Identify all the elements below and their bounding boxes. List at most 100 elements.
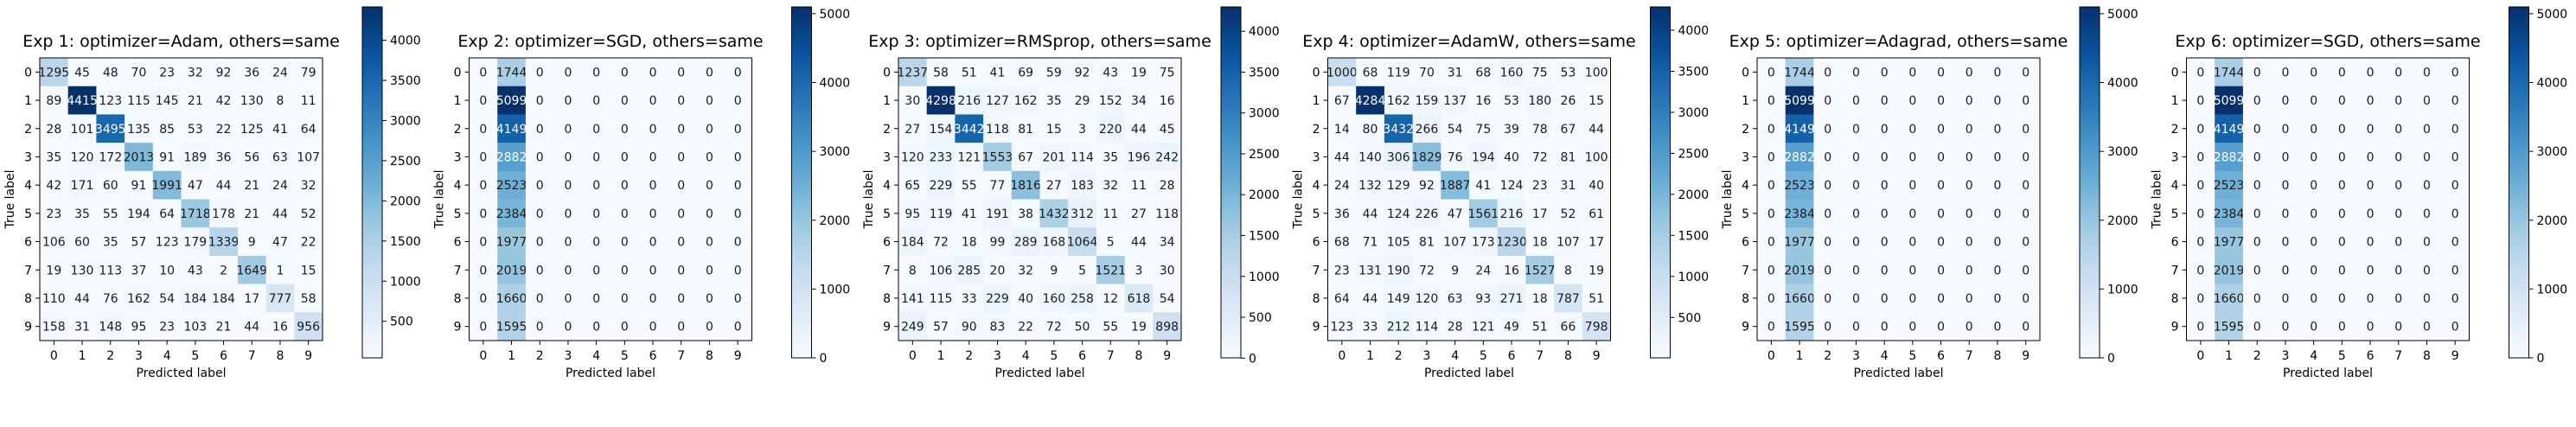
heatmap-cell [1554,86,1583,115]
heatmap-cell [1497,199,1526,228]
heatmap-cell [294,114,323,143]
cell-value-label: 4149 [2214,123,2245,137]
heatmap-cell [2299,143,2329,172]
cell-value-label: 8 [909,264,917,277]
heatmap-cell [265,199,295,228]
cell-value-label: 35 [1046,94,1062,108]
heatmap-cell [1039,58,1069,87]
cell-value-label: 0 [1937,94,1945,108]
cell-value-label: 0 [2196,292,2204,306]
cell-value-label: 0 [1824,207,1831,221]
heatmap-cell [898,114,928,143]
cell-value-label: 0 [706,292,713,306]
heatmap-cell [181,284,210,313]
cell-value-label: 0 [2423,264,2431,277]
cell-value-label: 4415 [67,94,98,108]
heatmap-cell [40,143,69,172]
heatmap-cell [926,58,956,87]
heatmap-cell [1011,170,1040,200]
heatmap-cell [152,58,182,87]
heatmap-cell [2299,255,2329,284]
heatmap-cell [2271,86,2300,115]
heatmap-cell [723,86,752,115]
cell-value-label: 0 [2394,321,2402,335]
cell-value-label: 0 [2022,292,2029,306]
heatmap-cell [1068,284,1097,313]
cell-value-label: 0 [649,207,657,221]
heatmap-cell [2011,255,2041,284]
heatmap-cell [1582,312,1611,341]
y-tick-label: 6 [2171,236,2179,250]
x-tick-label: 6 [1937,349,1945,363]
cell-value-label: 137 [1443,94,1467,108]
cell-value-label: 24 [1475,264,1491,277]
cell-value-label: 0 [2281,264,2289,277]
cell-value-label: 100 [1585,150,1608,164]
cell-value-label: 226 [1416,207,1439,221]
cell-value-label: 41 [1475,179,1491,193]
cell-value-label: 1977 [496,236,527,250]
cell-value-label: 0 [2281,179,2289,193]
cell-value-label: 0 [2281,150,2289,164]
heatmap-cell [1412,199,1441,228]
heatmap-cell [926,143,956,172]
cell-value-label: 110 [42,292,66,306]
cell-value-label: 36 [1334,207,1350,221]
cell-value-label: 898 [1155,321,1179,335]
cell-value-label: 0 [1966,321,1973,335]
panel-title: Exp 2: optimizer=SGD, others=same [457,32,763,51]
cell-value-label: 0 [1993,150,2001,164]
cell-value-label: 19 [1131,66,1147,80]
cell-value-label: 0 [1767,66,1775,80]
cell-value-label: 120 [71,150,94,164]
cell-value-label: 0 [1937,292,1945,306]
cell-value-label: 23 [46,207,61,221]
cell-value-label: 0 [2310,321,2317,335]
cell-value-label: 28 [46,123,61,137]
y-tick-label: 0 [883,66,891,80]
cell-value-label: 131 [1358,264,1382,277]
heatmap-cell [1757,255,1787,284]
heatmap-cell [1497,170,1526,200]
heatmap-cell [237,255,266,284]
heatmap-cell [1469,255,1499,284]
heatmap-cell [125,86,154,115]
heatmap-cell [1412,143,1441,172]
heatmap-cell [265,143,295,172]
cell-value-label: 196 [1128,150,1151,164]
cell-value-label: 44 [1363,292,1378,306]
cell-value-label: 1000 [1326,66,1358,80]
heatmap-cell [2440,312,2470,341]
heatmap-cell [610,255,640,284]
colorbar-tick-label: 3500 [390,74,421,88]
heatmap-cell [1356,199,1385,228]
heatmap-cell [2440,170,2470,200]
y-tick-label: 9 [1313,321,1320,335]
heatmap-cell [1469,170,1499,200]
heatmap-cell [1011,199,1040,228]
x-tick-label: 8 [1135,349,1142,363]
cell-value-label: 0 [2253,321,2261,335]
y-axis-label: True label [433,169,447,229]
cell-value-label: 0 [706,94,713,108]
heatmap-cell [2440,114,2470,143]
cell-value-label: 0 [677,66,685,80]
cell-value-label: 173 [1472,236,1495,250]
cell-value-label: 0 [706,207,713,221]
cell-value-label: 0 [2310,236,2317,250]
x-tick-label: 2 [1395,349,1403,363]
heatmap-cell [2011,312,2041,341]
y-tick-label: 6 [1742,236,1749,250]
cell-value-label: 0 [564,264,572,277]
heatmap-cell [1497,86,1526,115]
cell-value-label: 154 [930,123,953,137]
cell-value-label: 2019 [1784,264,1815,277]
cell-value-label: 0 [2367,321,2375,335]
heatmap-cell [125,114,154,143]
cell-value-label: 0 [1937,321,1945,335]
cell-value-label: 0 [1824,123,1831,137]
cell-value-label: 119 [930,207,953,221]
cell-value-label: 0 [677,150,685,164]
cell-value-label: 0 [1824,179,1831,193]
